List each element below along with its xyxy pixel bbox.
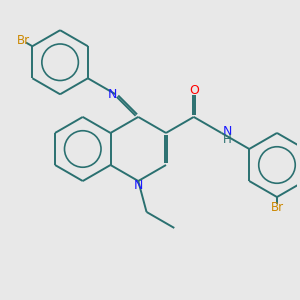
Text: Br: Br	[16, 34, 30, 47]
Text: N: N	[107, 88, 117, 101]
Text: N: N	[134, 179, 143, 192]
Text: N: N	[223, 125, 232, 138]
Text: H: H	[223, 133, 232, 146]
Text: Br: Br	[270, 201, 284, 214]
Text: O: O	[189, 84, 199, 97]
